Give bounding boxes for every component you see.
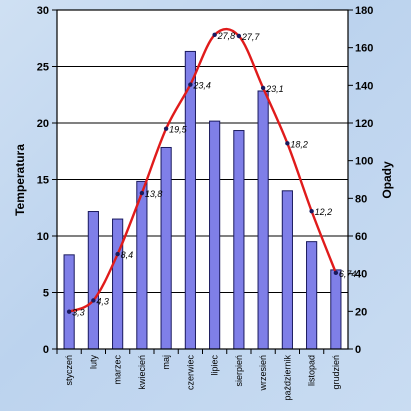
y-right-axis-title: Opady: [380, 161, 394, 199]
y-left-tick-label: 5: [43, 288, 49, 300]
x-category-label: marzec: [113, 355, 123, 385]
line-point-sierpień: [236, 33, 242, 39]
bar-maj: [160, 146, 172, 350]
bar-grudzień: [330, 269, 342, 350]
axes: 0 5 10 15 20 25 30 0 20 40 60 80 100 120 140 160 180 styc…: [37, 5, 374, 401]
bar-luty: [87, 211, 99, 350]
bar-październik: [281, 190, 293, 350]
y-right-tick-label: 160: [355, 43, 373, 55]
data-label: 19,5: [169, 125, 188, 135]
data-label: 27,7: [241, 32, 261, 42]
line-point-marzec: [115, 251, 120, 257]
x-category-label: listopad: [307, 355, 317, 386]
data-label: 8,4: [121, 250, 134, 260]
y-left-tick-label: 20: [37, 118, 49, 130]
bar-lipiec: [209, 120, 221, 350]
data-label: 12,2: [315, 207, 333, 217]
line-point-maj: [163, 126, 169, 131]
data-label: 3,3: [72, 308, 85, 318]
x-category-label: czerwiec: [185, 355, 195, 391]
bar-czerwiec: [184, 50, 196, 350]
bar-kwiecień: [136, 180, 148, 350]
bar-sierpień: [233, 130, 245, 350]
bar-marzec: [112, 218, 124, 350]
y-right-tick-label: 40: [355, 269, 367, 281]
x-category-label: grudzień: [331, 355, 341, 390]
y-right-tick-label: 0: [355, 344, 361, 356]
line-point-grudzień: [333, 270, 339, 276]
x-category-label: styczeń: [64, 355, 74, 386]
line-point-luty: [91, 298, 96, 303]
y-right-tick-label: 120: [355, 118, 373, 130]
y-right-tick-label: 20: [355, 306, 367, 318]
x-category-label: lipiec: [210, 355, 220, 376]
line-point-styczeń: [66, 309, 72, 314]
bar-wrzesień: [257, 90, 269, 350]
x-category-label: październik: [282, 355, 292, 401]
data-label: 23,1: [265, 84, 284, 94]
y-left-axis-title: Temperatura: [13, 144, 27, 216]
x-category-label: sierpień: [234, 355, 244, 387]
y-left-tick-label: 0: [43, 344, 49, 356]
bar-styczeń: [63, 254, 75, 350]
line-point-czerwiec: [188, 82, 193, 87]
y-left-tick-label: 25: [37, 62, 49, 74]
line-point-kwiecień: [139, 190, 145, 196]
x-category-label: wrzesień: [258, 355, 268, 392]
line-point-listopad: [309, 208, 314, 214]
data-label: 18,2: [290, 139, 308, 149]
data-label: 23,4: [192, 81, 211, 91]
y-right-tick-label: 180: [355, 5, 373, 17]
line-point-październik: [285, 141, 290, 146]
x-category-label: maj: [161, 355, 171, 370]
y-left-tick-label: 15: [37, 175, 49, 187]
data-label: 4,3: [96, 296, 109, 306]
y-right-tick-label: 60: [355, 231, 367, 243]
y-left-tick-label: 30: [37, 5, 49, 17]
y-right-tick-label: 100: [355, 156, 373, 168]
data-label: 27,8: [217, 31, 236, 41]
line-point-wrzesień: [260, 85, 266, 91]
bar-listopad: [306, 241, 318, 350]
y-right-tick-label: 80: [355, 193, 367, 205]
x-category-label: kwiecień: [137, 355, 147, 390]
y-right-tick-label: 140: [355, 80, 373, 92]
y-left-tick-label: 10: [37, 231, 49, 243]
data-label: 13,8: [145, 189, 163, 199]
x-category-label: luty: [88, 355, 98, 370]
line-point-lipiec: [212, 32, 217, 38]
